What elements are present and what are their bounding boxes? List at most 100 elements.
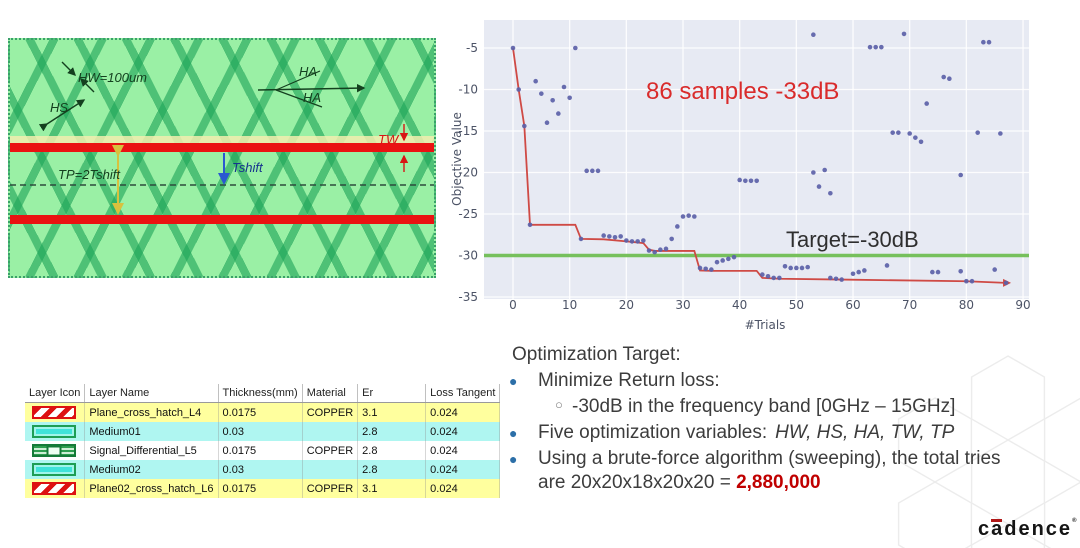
column-header: Layer Icon [25, 384, 86, 403]
cell-name: Plane02_cross_hatch_L6 [84, 479, 219, 498]
variables-list: HW, HS, HA, TW, TP [775, 422, 955, 443]
plane-layer-bottom [10, 215, 434, 224]
hw-arrow-upper [61, 61, 76, 76]
svg-text:30: 30 [675, 298, 690, 312]
plane-layer-top [10, 143, 434, 152]
target-annotation: Target=-30dB [786, 227, 919, 252]
hw-label: HW=100um [78, 70, 147, 85]
registered-mark: ® [1072, 518, 1077, 524]
bullet-icon: ● [509, 373, 518, 389]
cell-er: 2.8 [357, 460, 427, 479]
cell-loss: 0.024 [425, 460, 501, 479]
bullet-variables: ● Five optimization variables: HW, HS, HA,… [509, 422, 955, 444]
svg-text:70: 70 [902, 298, 917, 312]
cell-name: Medium01 [84, 422, 219, 441]
cell-thickness: 0.03 [218, 460, 303, 479]
cell-material: COPPER [302, 402, 359, 422]
cell-er: 3.1 [357, 402, 427, 422]
column-header: Er [357, 384, 427, 403]
cell-er: 3.1 [357, 479, 427, 498]
ha-bottom-label: HA [303, 90, 322, 105]
column-header: Thickness(mm) [218, 384, 303, 403]
table-row: Medium02 0.03 2.8 0.024 [25, 460, 501, 479]
cell-name: Signal_Differential_L5 [84, 441, 219, 460]
ha-top-label: HA [299, 64, 318, 79]
cell-thickness: 0.0175 [218, 479, 303, 498]
total-tries-value: 2,880,000 [736, 472, 821, 493]
svg-text:-30: -30 [458, 249, 478, 263]
stackup-table: Layer Icon Layer Name Thickness(mm) Materia… [25, 384, 501, 498]
svg-text:0: 0 [509, 298, 517, 312]
column-header: Loss Tangent [425, 384, 501, 403]
pale-strip [10, 136, 434, 143]
cross-section-canvas [10, 61, 434, 224]
cell-thickness: 0.0175 [218, 441, 303, 460]
table-row: Signal_Differential_L5 0.0175 COPPER 2.8 0.0… [25, 441, 501, 460]
bullet-bruteforce: ● Using a brute-force algorithm (sweeping… [509, 448, 1001, 470]
cell-loss: 0.024 [425, 441, 501, 460]
svg-text:-5: -5 [466, 41, 478, 55]
svg-text:-10: -10 [458, 83, 478, 97]
ha-upper-leg [275, 70, 321, 91]
hatch-red-layer-icon [32, 482, 76, 495]
svg-text:10: 10 [562, 298, 577, 312]
cell-loss: 0.024 [425, 422, 501, 441]
bullet-variables-text: Five optimization variables: [538, 422, 768, 443]
logo-macron-bar [991, 519, 1002, 522]
table-row: Medium01 0.03 2.8 0.024 [25, 422, 501, 441]
svg-text:-25: -25 [458, 207, 478, 221]
svg-text:-20: -20 [458, 166, 478, 180]
svg-text:20: 20 [619, 298, 634, 312]
bullet-bruteforce-line2: are 20x20x18x20x20 = 2,880,000 [538, 472, 821, 494]
cell-material [302, 460, 359, 479]
cell-loss: 0.024 [425, 479, 501, 498]
ha-lower-leg [275, 89, 323, 108]
cell-material: COPPER [302, 479, 359, 498]
tshift-label: Tshift [232, 160, 263, 175]
cell-material [302, 422, 359, 441]
svg-text:90: 90 [1015, 298, 1030, 312]
cell-name: Plane_cross_hatch_L4 [84, 402, 219, 422]
bullet-bruteforce-text: Using a brute-force algorithm (sweeping)… [538, 448, 1001, 469]
hatch-red-layer-icon [32, 406, 76, 419]
bullet-icon: ● [509, 425, 518, 441]
tw-label: TW [378, 132, 399, 147]
svg-text:-15: -15 [458, 124, 478, 138]
y-axis-label: Objective Value [450, 112, 464, 206]
svg-text:60: 60 [845, 298, 860, 312]
table-row: Plane_cross_hatch_L4 0.0175 COPPER 3.1 0.024 [25, 402, 501, 422]
column-header: Layer Name [84, 384, 219, 403]
total-tries-prefix: are 20x20x18x20x20 = [538, 472, 737, 493]
table-row: Plane02_cross_hatch_L6 0.0175 COPPER 3.1 0.0… [25, 479, 501, 498]
hw-arrow-lower [80, 78, 95, 93]
sub-bullet-band: ○ -30dB in the frequency band [0GHz – 15G… [555, 396, 956, 418]
cell-name: Medium02 [84, 460, 219, 479]
cell-loss: 0.024 [425, 402, 501, 422]
sub-bullet-icon: ○ [555, 397, 563, 412]
hs-label: HS [50, 100, 69, 115]
signal-green-layer-icon [32, 444, 76, 457]
svg-text:80: 80 [959, 298, 974, 312]
logo-text: cadence [978, 518, 1073, 540]
cell-thickness: 0.0175 [218, 402, 303, 422]
cell-er: 2.8 [357, 441, 427, 460]
svg-text:50: 50 [789, 298, 804, 312]
hs-arrow [38, 99, 86, 132]
svg-text:40: 40 [732, 298, 747, 312]
column-header: Material [302, 384, 359, 403]
table-header-row: Layer Icon Layer Name Thickness(mm) Materia… [25, 384, 501, 403]
cadence-logo: cadence® [978, 518, 1076, 541]
cell-er: 2.8 [357, 422, 427, 441]
medium-cyan-layer-icon [32, 425, 76, 438]
cell-thickness: 0.03 [218, 422, 303, 441]
sub-bullet-band-text: -30dB in the frequency band [0GHz – 15GH… [572, 396, 956, 417]
cell-material: COPPER [302, 441, 359, 460]
samples-annotation: 86 samples -33dB [646, 78, 840, 105]
x-axis-label: #Trials [744, 318, 786, 332]
medium-cyan-layer-icon [32, 463, 76, 476]
cross-section-diagram: HW=100um HS HA HA TW TP=2Tshift Tshift [8, 38, 436, 278]
